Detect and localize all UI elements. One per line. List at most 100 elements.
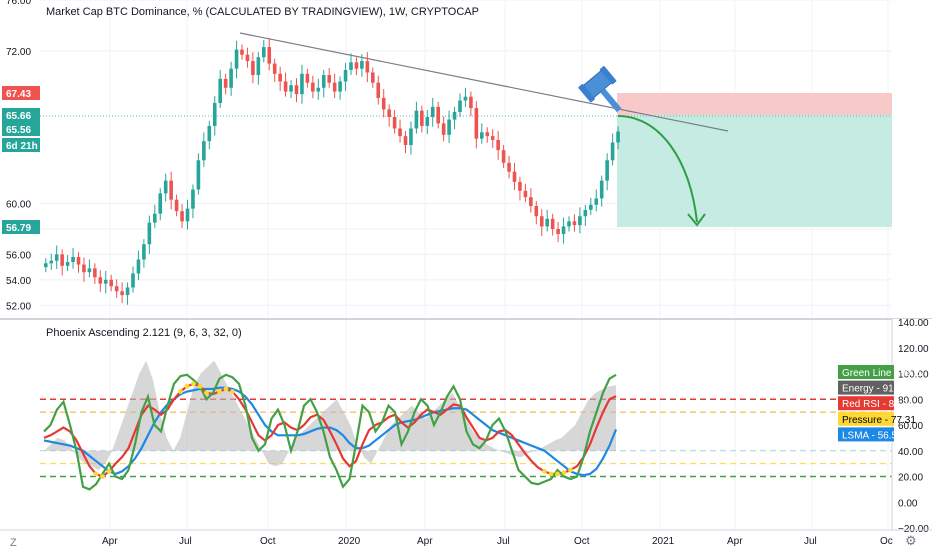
- candle-body: [294, 85, 299, 95]
- price-tag-current[interactable]: 65.66: [2, 108, 40, 122]
- candle-body: [120, 291, 124, 296]
- candle-body: [332, 82, 337, 92]
- candle-body: [349, 62, 353, 70]
- candle-body: [381, 97, 386, 110]
- candle-body: [338, 81, 342, 92]
- legend-tag-bg: [838, 380, 894, 395]
- indicator-y-tick: 140.00: [898, 318, 929, 329]
- legend-tag-bg: [838, 396, 894, 411]
- candle-body: [496, 139, 500, 151]
- candle-body: [403, 136, 408, 146]
- time-axis-label: Jul: [497, 536, 510, 547]
- candle-body: [196, 160, 201, 190]
- candle-body: [180, 211, 184, 222]
- candle-body: [60, 254, 64, 266]
- price-tag-target[interactable]: 56.79: [2, 220, 40, 234]
- candle-body: [610, 142, 615, 161]
- indicator-y-tick: 60.00: [898, 421, 923, 432]
- candle-body: [594, 198, 599, 205]
- indicator-title: Phoenix Ascending 2.121 (9, 6, 3, 32, 0): [46, 327, 242, 339]
- candle-body: [480, 132, 484, 139]
- bar-countdown-tag: 6d 21h: [2, 138, 40, 152]
- time-axis-label: Oct: [260, 536, 276, 547]
- indicator-y-tick: 40.00: [898, 447, 923, 458]
- price-axis-bg: [892, 319, 932, 530]
- candle-body: [545, 218, 549, 227]
- legend-tag-label: Green Line - 99.27: [842, 368, 926, 379]
- candle-body: [512, 171, 517, 182]
- candle-body: [207, 125, 212, 142]
- pressure-dot: [568, 467, 573, 473]
- candle-body: [283, 81, 288, 92]
- indicator-lines: [43, 373, 618, 491]
- stop-loss-zone[interactable]: [617, 93, 892, 115]
- candle-body: [365, 61, 370, 73]
- time-axis-label: Jul: [804, 536, 817, 547]
- price-tag-close[interactable]: 65.56: [2, 122, 40, 136]
- candle-body: [550, 218, 555, 229]
- candle-body: [54, 254, 59, 261]
- svg-text:65.56: 65.56: [6, 125, 31, 136]
- candle-body: [316, 87, 321, 92]
- candle-body: [556, 228, 560, 235]
- gear-icon[interactable]: ⚙: [905, 533, 917, 548]
- candle-body: [240, 49, 244, 55]
- pressure-dot: [100, 474, 105, 479]
- indicator-legend: Green Line - 99.27 Energy - 91.66 Red RSI …: [838, 365, 926, 442]
- candle-body: [599, 180, 604, 199]
- time-axis[interactable]: Apr Jul Oct 2020 Apr Jul Oct 2021 Apr Jul Oc: [102, 536, 893, 547]
- candle-body: [589, 204, 593, 210]
- candle-body: [174, 199, 179, 212]
- candle-body: [218, 78, 222, 104]
- time-axis-label: Apr: [417, 536, 433, 547]
- take-profit-zone[interactable]: [617, 115, 892, 227]
- candle-body: [49, 260, 54, 264]
- candle-body: [131, 273, 135, 288]
- candle-body: [398, 128, 402, 137]
- pressure-dot: [197, 383, 203, 389]
- candle-body: [490, 136, 495, 140]
- legend-tag-label: LSMA - 56.53: [842, 430, 903, 441]
- candle-body: [191, 189, 195, 209]
- candle-body: [136, 259, 141, 274]
- candle-body: [278, 73, 282, 82]
- svg-text:67.43: 67.43: [6, 89, 31, 100]
- indicator-y-tick: 0.00: [898, 498, 918, 509]
- time-axis-label: 2021: [652, 536, 675, 547]
- candle-body: [529, 197, 533, 207]
- pressure-dot: [93, 471, 99, 477]
- candle-body: [518, 181, 522, 191]
- candle-body: [114, 286, 119, 292]
- time-axis-label: Apr: [727, 536, 743, 547]
- candle-body: [430, 106, 435, 118]
- candle-body: [272, 63, 277, 74]
- candle-body: [458, 100, 462, 112]
- candle-body: [327, 75, 331, 83]
- pressure-dot: [106, 468, 112, 474]
- projection-arrow: [617, 115, 698, 223]
- trendline[interactable]: [239, 32, 729, 132]
- candle-body: [371, 72, 375, 83]
- candle-body: [158, 193, 163, 214]
- time-axis-label: Apr: [102, 536, 118, 547]
- candle-body: [71, 256, 75, 263]
- main-y-tick: 54.00: [6, 276, 31, 287]
- zoom-icon[interactable]: Z: [10, 537, 17, 549]
- candle-body: [452, 111, 457, 120]
- candle-body: [425, 117, 430, 126]
- price-tag-stop[interactable]: 67.43: [2, 86, 40, 100]
- candle-body: [245, 54, 250, 62]
- candle-body: [572, 221, 577, 226]
- main-y-tick: 60.00: [6, 200, 31, 211]
- candle-body: [447, 119, 451, 135]
- time-axis-label: Oct: [574, 536, 590, 547]
- candle-body: [289, 85, 293, 92]
- candle-body: [212, 103, 217, 126]
- candle-body: [583, 209, 588, 217]
- candle-body: [567, 221, 571, 227]
- pressure-dot: [204, 390, 209, 396]
- pressure-dot: [223, 386, 229, 392]
- svg-text:56.79: 56.79: [6, 223, 31, 234]
- candle-body: [44, 263, 48, 268]
